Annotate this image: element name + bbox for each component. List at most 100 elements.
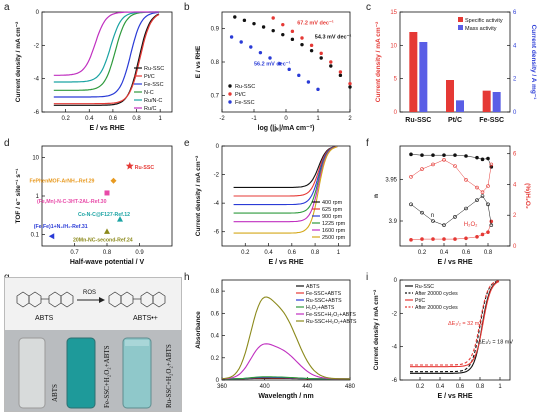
legend-swatch: [458, 17, 463, 22]
data-point: [475, 185, 479, 190]
y-tick-label: 15: [390, 10, 397, 16]
data-point: [258, 50, 263, 55]
annotation: n: [431, 213, 434, 219]
x-tick-label: 0.6: [109, 116, 118, 122]
x-tick-label: -1: [251, 116, 257, 122]
plot-frame: [221, 279, 351, 381]
data-point: [480, 194, 485, 198]
annotation: H₂O₂: [464, 222, 478, 228]
x-tick-label: 0.6: [456, 384, 465, 390]
legend-swatch: [458, 25, 463, 30]
series-line: [53, 13, 160, 106]
data-point: [249, 45, 253, 49]
y-tick-label: 10: [390, 43, 397, 49]
point-label: (Fe,Fe)1+N₄/H₂-Ref.31: [34, 224, 88, 230]
data-point: [489, 219, 494, 224]
y-axis-label: TOF / e⁻ site⁻¹ s⁻¹: [15, 169, 22, 224]
x-tick-label: 0.8: [103, 250, 112, 256]
data-point: [431, 162, 435, 167]
legend-label: 400 rpm: [322, 200, 343, 206]
y-tick-label: 0.7: [211, 93, 220, 99]
data-point: [125, 161, 134, 170]
data-point: [442, 158, 446, 162]
y-tick-label: 0.4: [211, 334, 220, 340]
x-tick-label: 440: [302, 384, 313, 390]
data-point: [348, 85, 352, 89]
abts-label-top: ABTS: [35, 315, 54, 322]
data-point: [277, 61, 282, 66]
y-tick-label: 3.95: [385, 177, 397, 183]
y2-tick-label: 2: [513, 77, 517, 83]
data-point: [297, 73, 301, 78]
x-tick-label: 0.4: [85, 116, 94, 122]
data-point: [104, 190, 110, 196]
legend-label: 1225 rpm: [322, 221, 346, 227]
data-point: [287, 67, 291, 72]
tube-ru-ssc: [122, 337, 152, 409]
data-point: [110, 177, 117, 184]
x-axis-label: Half-wave potential / V: [70, 259, 145, 266]
legend-label: 625 rpm: [322, 207, 343, 213]
y-tick-label: 3.9: [389, 219, 398, 225]
legend-label: 900 rpm: [322, 214, 343, 220]
x-tick-label: 0.2: [241, 250, 250, 256]
data-point: [409, 174, 413, 179]
x-tick-label: 0.8: [311, 250, 320, 256]
data-point: [104, 228, 110, 234]
data-point: [271, 16, 275, 20]
series-line: [410, 159, 492, 193]
panel-letter-i: i: [366, 272, 368, 283]
x-tick-label: 2: [348, 116, 352, 122]
data-point: [309, 43, 314, 48]
point-label: 20Mn-NC-second-Ref.24: [73, 237, 133, 243]
x-tick-label: 0.6: [288, 250, 297, 256]
y2-axis-label: Current density / A mg⁻¹: [530, 25, 537, 100]
series-line: [221, 343, 350, 380]
y2-tick-label: 4: [513, 43, 517, 49]
legend-label: 1600 rpm: [322, 228, 346, 234]
legend-label: 2500 rpm: [322, 235, 346, 241]
y-tick-label: 0.9: [211, 27, 220, 33]
legend-label: Fe-SSC+H₂O₂+ABTS: [306, 312, 356, 318]
legend-label: After 20000 cycles: [415, 305, 458, 311]
series-line: [233, 145, 338, 197]
legend-label: Ru-SSC: [144, 66, 164, 72]
annotation: ΔE₁/₂ = 18 mV: [478, 339, 513, 345]
data-point: [309, 48, 314, 53]
y-axis-label: Current density / mA cm⁻²: [373, 289, 380, 370]
y-tick-label: 0.8: [211, 289, 220, 295]
y-tick-label: -6: [214, 230, 220, 236]
x-tick-label: 0.9: [135, 250, 144, 256]
x-tick-label: 0.8: [484, 250, 493, 256]
abts-molecule-left: [16, 291, 74, 308]
y-tick-label: 1: [36, 194, 40, 200]
chart-c: 0 5 10 15 0 2 4 6 Current density / mA cm⁻² Curre…: [375, 10, 537, 124]
legend-label: N-C: [144, 90, 154, 96]
data-point: [348, 81, 352, 86]
data-point: [475, 198, 479, 202]
y-tick-label: 0.6: [211, 311, 220, 317]
x-tick-label: -2: [219, 116, 225, 122]
series-line: [410, 221, 492, 241]
abts-molecule-right: [108, 291, 166, 308]
y-tick-label: 0: [216, 144, 220, 150]
data-point: [431, 219, 435, 223]
data-point: [239, 40, 243, 44]
data-point: [268, 56, 272, 60]
legend-marker: [228, 84, 232, 88]
panel-letter-d: d: [4, 138, 10, 149]
data-point: [252, 21, 256, 26]
chart-d: 0.7 0.8 0.9 0.1 1 10 Half-wave potential / V TO…: [15, 145, 173, 266]
series-line: [233, 146, 338, 223]
x-axis-label: E / vs RHE: [268, 259, 303, 266]
reaction-arrow: [77, 297, 105, 303]
series-line: [53, 11, 159, 76]
x-tick-label: 360: [217, 384, 228, 390]
y-tick-label: -2: [214, 173, 220, 179]
x-axis-label: E / vs RHE: [437, 393, 472, 400]
x-axis-label: E / vs RHE: [437, 259, 472, 266]
y-tick-label: 10: [32, 156, 39, 162]
x-tick-label: 0.7: [70, 250, 79, 256]
legend-label: Ru-SSC: [235, 84, 255, 90]
